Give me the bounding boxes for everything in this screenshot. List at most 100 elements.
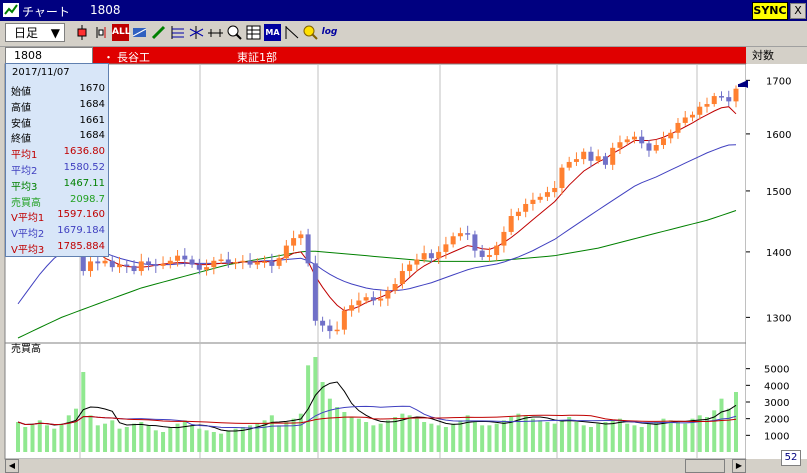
info-row-label: 始値 xyxy=(11,83,31,98)
candle-body xyxy=(327,326,332,332)
volume-bar xyxy=(625,424,629,452)
candle-body xyxy=(494,246,499,255)
info-row: V平均2 1679.184 xyxy=(11,225,105,240)
candle-body xyxy=(175,256,180,261)
info-row: V平均1 1597.160 xyxy=(11,209,105,224)
candle-body xyxy=(697,107,702,115)
volume-bar xyxy=(357,419,361,452)
candle-body xyxy=(393,284,398,291)
info-row: V平均3 1785.884 xyxy=(11,241,105,256)
volume-tick-label: 5000 xyxy=(764,365,789,376)
volume-tick-label: 2000 xyxy=(764,415,789,426)
volume-bar xyxy=(321,382,325,452)
info-row-value: 1684 xyxy=(80,130,105,141)
info-row-value: 1679.184 xyxy=(57,225,105,236)
candle-body xyxy=(219,259,224,261)
candle-body xyxy=(161,264,166,266)
info-row: 終値 1684 xyxy=(11,130,105,145)
volume-bar xyxy=(560,420,564,452)
info-row-label: V平均1 xyxy=(11,209,44,224)
volume-bar xyxy=(328,399,332,452)
volume-bar xyxy=(458,420,462,452)
candle-body xyxy=(168,261,173,264)
candle-body xyxy=(211,261,216,267)
candle-body xyxy=(596,156,601,161)
scroll-thumb[interactable] xyxy=(685,459,725,473)
volume-bar xyxy=(654,422,658,452)
volume-bar xyxy=(429,424,433,452)
candle-body xyxy=(625,139,630,142)
candle-body xyxy=(320,321,325,326)
candle-body xyxy=(335,330,340,332)
info-row-value: 1785.884 xyxy=(57,241,105,252)
volume-bar xyxy=(632,425,636,452)
volume-bar xyxy=(234,429,238,452)
info-row-value: 1661 xyxy=(80,115,105,126)
volume-bar xyxy=(415,419,419,452)
volume-bar xyxy=(284,422,288,452)
candle-body xyxy=(443,244,448,252)
candle-body xyxy=(306,234,311,263)
volume-bar xyxy=(52,429,56,452)
price-tick-label: 1600 xyxy=(766,130,791,141)
candle-body xyxy=(342,311,347,330)
volume-bar xyxy=(538,420,542,452)
info-row: 売買高 2098.7 xyxy=(11,194,105,209)
volume-bar xyxy=(495,424,499,452)
candle-body xyxy=(414,259,419,264)
volume-bar xyxy=(342,412,346,452)
info-row-value: 1684 xyxy=(80,99,105,110)
volume-bar xyxy=(67,415,71,452)
volume-bar xyxy=(705,417,709,452)
volume-bar xyxy=(132,424,136,452)
candle-body xyxy=(538,197,543,200)
volume-bar xyxy=(212,432,216,452)
price-tick-label: 1300 xyxy=(766,313,791,324)
page-number: 52 xyxy=(781,450,801,466)
volume-bar xyxy=(451,424,455,452)
volume-bar xyxy=(74,409,78,452)
scroll-left-icon[interactable]: ◀ xyxy=(5,459,19,473)
candle-body xyxy=(378,299,383,301)
volume-bar xyxy=(603,422,607,452)
info-row-label: 売買高 xyxy=(11,194,41,209)
volume-bar xyxy=(103,424,107,452)
candle-body xyxy=(712,96,717,104)
info-row-label: 平均3 xyxy=(11,178,37,193)
candle-body xyxy=(95,261,100,263)
candle-body xyxy=(726,97,731,101)
volume-bar xyxy=(589,427,593,452)
volume-tick-label: 1000 xyxy=(764,431,789,442)
candle-body xyxy=(632,137,637,140)
candle-body xyxy=(559,168,564,188)
volume-bar xyxy=(226,430,230,452)
candle-body xyxy=(574,159,579,162)
info-panel: 2017/11/07 始値 1670 高値 1684 安値 1661 終値 1684 平均1 16… xyxy=(5,63,109,257)
volume-bar xyxy=(96,425,100,452)
volume-bar xyxy=(480,425,484,452)
volume-bar xyxy=(596,424,600,452)
volume-tick-label: 4000 xyxy=(764,381,789,392)
volume-tick-label: 3000 xyxy=(764,398,789,409)
candle-body xyxy=(277,258,282,266)
candle-body xyxy=(291,238,296,245)
volume-panel-label: 売買高 xyxy=(11,342,41,355)
candle-body xyxy=(509,216,514,232)
volume-bar xyxy=(502,420,506,452)
volume-bar xyxy=(219,434,223,452)
info-row: 高値 1684 xyxy=(11,99,105,114)
candle-body xyxy=(704,104,709,107)
volume-bar xyxy=(16,422,20,452)
scroll-right-icon[interactable]: ▶ xyxy=(732,459,746,473)
volume-bar xyxy=(125,427,129,452)
candle-body xyxy=(255,262,260,265)
candle-body xyxy=(530,200,535,204)
volume-bar xyxy=(205,430,209,452)
horizontal-scrollbar[interactable]: ◀ ▶ xyxy=(5,459,746,473)
candle-body xyxy=(610,148,615,165)
info-date: 2017/11/07 xyxy=(12,67,70,78)
volume-bar xyxy=(574,422,578,452)
candle-body xyxy=(103,261,108,264)
volume-bar xyxy=(567,417,571,452)
